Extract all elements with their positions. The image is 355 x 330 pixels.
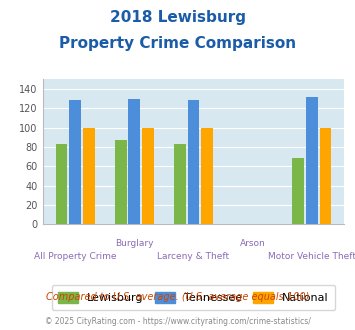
Bar [83, 128, 95, 224]
Bar [201, 128, 213, 224]
Bar [69, 101, 81, 224]
Text: Burglary: Burglary [115, 239, 154, 248]
Text: Motor Vehicle Theft: Motor Vehicle Theft [268, 252, 355, 261]
Text: Arson: Arson [240, 239, 266, 248]
Legend: Lewisburg, Tennessee, National: Lewisburg, Tennessee, National [52, 285, 335, 310]
Text: © 2025 CityRating.com - https://www.cityrating.com/crime-statistics/: © 2025 CityRating.com - https://www.city… [45, 317, 310, 326]
Text: All Property Crime: All Property Crime [34, 252, 116, 261]
Text: 2018 Lewisburg: 2018 Lewisburg [109, 10, 246, 25]
Text: Property Crime Comparison: Property Crime Comparison [59, 36, 296, 51]
Bar [320, 128, 331, 224]
Bar [174, 144, 186, 224]
Bar [306, 97, 318, 224]
Bar [142, 128, 154, 224]
Bar [56, 144, 67, 224]
Text: Compared to U.S. average. (U.S. average equals 100): Compared to U.S. average. (U.S. average … [46, 292, 309, 302]
Bar [292, 158, 304, 224]
Bar [129, 99, 140, 224]
Bar [115, 140, 127, 224]
Bar [187, 101, 200, 224]
Text: Larceny & Theft: Larceny & Theft [157, 252, 230, 261]
